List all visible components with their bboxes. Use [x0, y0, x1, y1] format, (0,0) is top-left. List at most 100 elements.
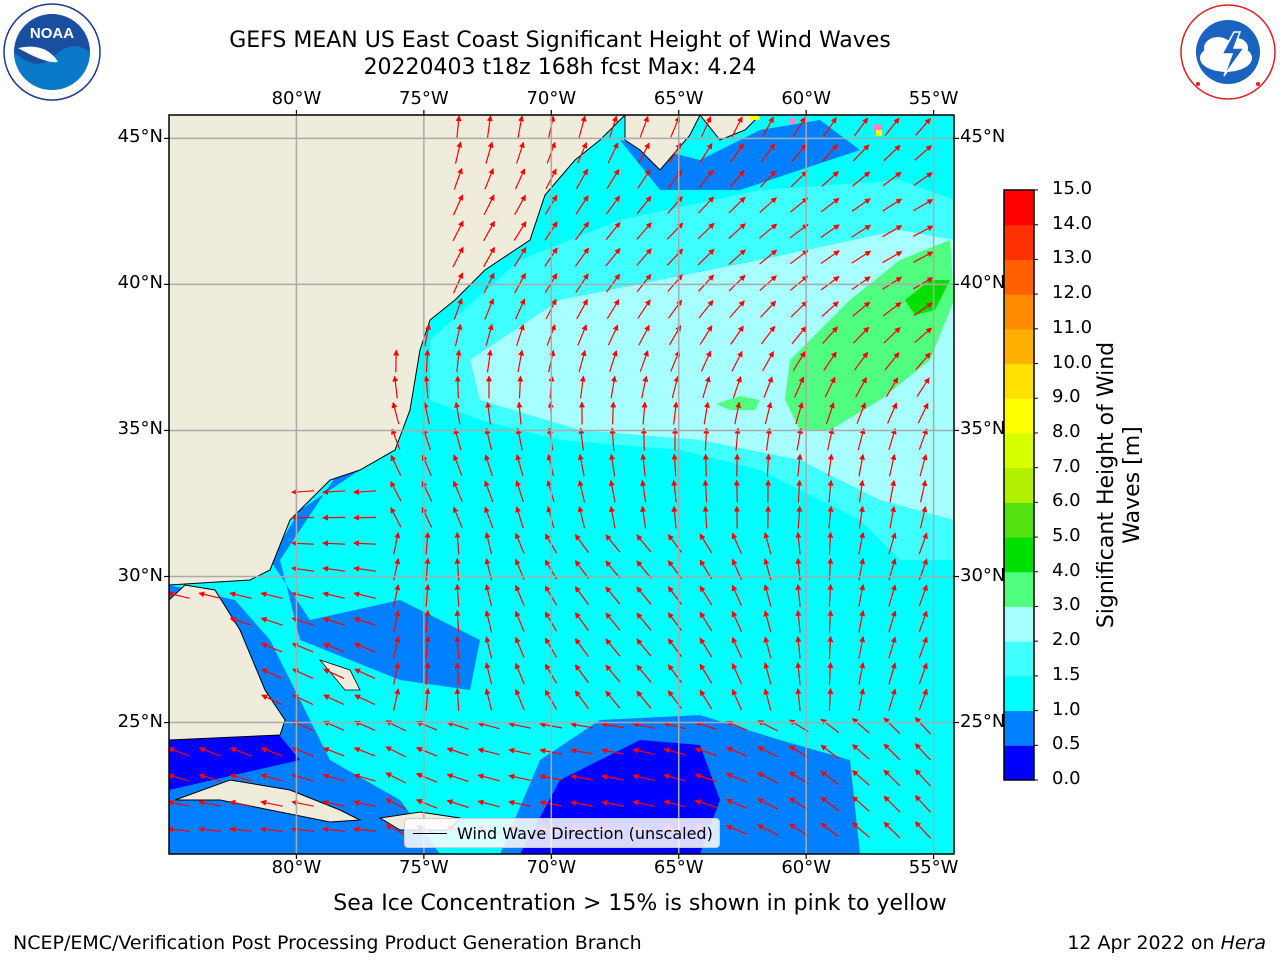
wave-direction-arrow [423, 375, 430, 399]
wave-direction-arrow [919, 505, 928, 529]
wave-direction-arrow [794, 376, 805, 398]
lon-tick-label-bottom: 60°W [781, 857, 832, 878]
wave-direction-arrow [889, 479, 897, 503]
wave-direction-arrow [788, 797, 809, 811]
wave-direction-arrow [731, 532, 743, 554]
wave-direction-arrow [453, 427, 462, 451]
wave-direction-arrow [883, 743, 901, 761]
wave-direction-arrow [513, 246, 527, 267]
wave-direction-arrow [636, 664, 652, 683]
wave-direction-arrow [694, 799, 717, 809]
wave-direction-arrow [699, 611, 713, 632]
wave-direction-arrow [390, 454, 402, 476]
wave-direction-arrow [788, 771, 809, 785]
wave-direction-arrow [260, 747, 283, 757]
wave-direction-arrow [663, 721, 686, 730]
wave-direction-arrow [483, 220, 495, 242]
wave-direction-arrow [667, 274, 683, 292]
wave-direction-arrow [169, 591, 190, 599]
wave-direction-arrow [636, 690, 652, 709]
wave-direction-arrow [322, 826, 345, 833]
wave-direction-arrow [888, 584, 897, 607]
lon-tick-label-top: 60°W [781, 88, 832, 109]
lon-tick-label-bottom: 65°W [653, 857, 704, 878]
wave-direction-arrow [385, 824, 407, 836]
wave-direction-arrow [605, 586, 621, 605]
wave-direction-arrow [608, 479, 616, 503]
wave-direction-arrow [639, 350, 649, 372]
wave-direction-arrow [699, 325, 713, 345]
wave-direction-arrow [385, 772, 407, 784]
footer-right: 12 Apr 2022 on Hera [1067, 932, 1266, 954]
wave-direction-arrow [454, 583, 461, 607]
wave-direction-arrow [169, 826, 190, 833]
wave-direction-arrow [578, 427, 585, 451]
colorbar-segment [1004, 259, 1034, 295]
wave-direction-arrow [913, 277, 934, 290]
colorbar-frame [1003, 189, 1035, 781]
wave-direction-arrow [577, 479, 586, 503]
wave-direction-arrow [914, 145, 933, 161]
wave-direction-arrow [882, 251, 903, 264]
wave-direction-arrow [824, 376, 836, 398]
wave-direction-arrow [791, 143, 807, 162]
wave-direction-arrow [883, 821, 901, 839]
wave-direction-arrow [795, 661, 802, 685]
colorbar-tick-label: 5.0 [1052, 525, 1081, 547]
wave-direction-arrow [198, 773, 221, 782]
colorbar-segment [1004, 467, 1034, 503]
wave-direction-arrow [851, 276, 871, 290]
wave-direction-arrow [790, 300, 808, 318]
wave-direction-arrow [913, 199, 934, 212]
wave-direction-arrow [424, 661, 431, 685]
wave-direction-arrow [795, 609, 802, 633]
wave-direction-arrow [728, 223, 746, 239]
lon-tick-label-top: 80°W [271, 88, 322, 109]
wave-direction-arrow [198, 591, 221, 599]
noaa-logo-text: NOAA [30, 25, 74, 42]
wave-direction-arrow [575, 195, 589, 215]
wave-direction-arrow [883, 717, 901, 735]
wave-direction-arrow [725, 798, 748, 809]
wave-direction-arrow [385, 798, 407, 810]
wave-direction-arrow [477, 773, 500, 782]
wave-direction-arrow [632, 799, 655, 807]
colorbar-tick-label: 7.0 [1052, 455, 1081, 477]
wave-direction-arrow [353, 642, 376, 653]
wave-direction-arrow [851, 744, 870, 760]
wave-direction-arrow [913, 302, 933, 317]
wave-direction-arrow [827, 687, 834, 711]
wave-direction-arrow [353, 540, 377, 547]
wave-direction-arrow [229, 747, 252, 757]
wave-direction-arrow [577, 324, 588, 346]
wave-direction-arrow [790, 275, 809, 291]
wave-direction-arrow [570, 747, 593, 755]
wave-direction-arrow [517, 349, 525, 373]
wave-direction-arrow [636, 195, 652, 215]
wave-direction-arrow [454, 687, 461, 711]
wave-direction-arrow [452, 480, 463, 502]
legend-label: Wind Wave Direction (unscaled) [457, 823, 713, 843]
wave-direction-arrow [322, 591, 345, 599]
wave-direction-arrow [477, 799, 500, 808]
wave-direction-arrow [731, 350, 743, 372]
wave-direction-arrow [763, 376, 773, 398]
wave-direction-arrow [605, 534, 621, 553]
wave-direction-arrow [763, 636, 772, 659]
wave-direction-arrow [454, 609, 461, 633]
wave-direction-arrow [914, 795, 931, 813]
wave-direction-arrow [852, 301, 871, 317]
colorbar-segment [1004, 398, 1034, 434]
wave-direction-arrow [855, 376, 867, 398]
gridlines [169, 115, 954, 854]
wave-direction-arrow [852, 326, 870, 344]
wave-direction-arrow [889, 453, 897, 477]
wave-direction-arrow [575, 221, 590, 241]
colorbar-tick-label: 2.0 [1052, 629, 1081, 651]
wave-direction-arrow [353, 826, 376, 833]
wave-direction-arrow [640, 453, 647, 477]
wave-direction-arrow [731, 584, 743, 607]
wave-direction-arrow [229, 826, 252, 833]
wave-direction-arrow [483, 272, 495, 294]
wave-direction-arrow [353, 747, 376, 757]
